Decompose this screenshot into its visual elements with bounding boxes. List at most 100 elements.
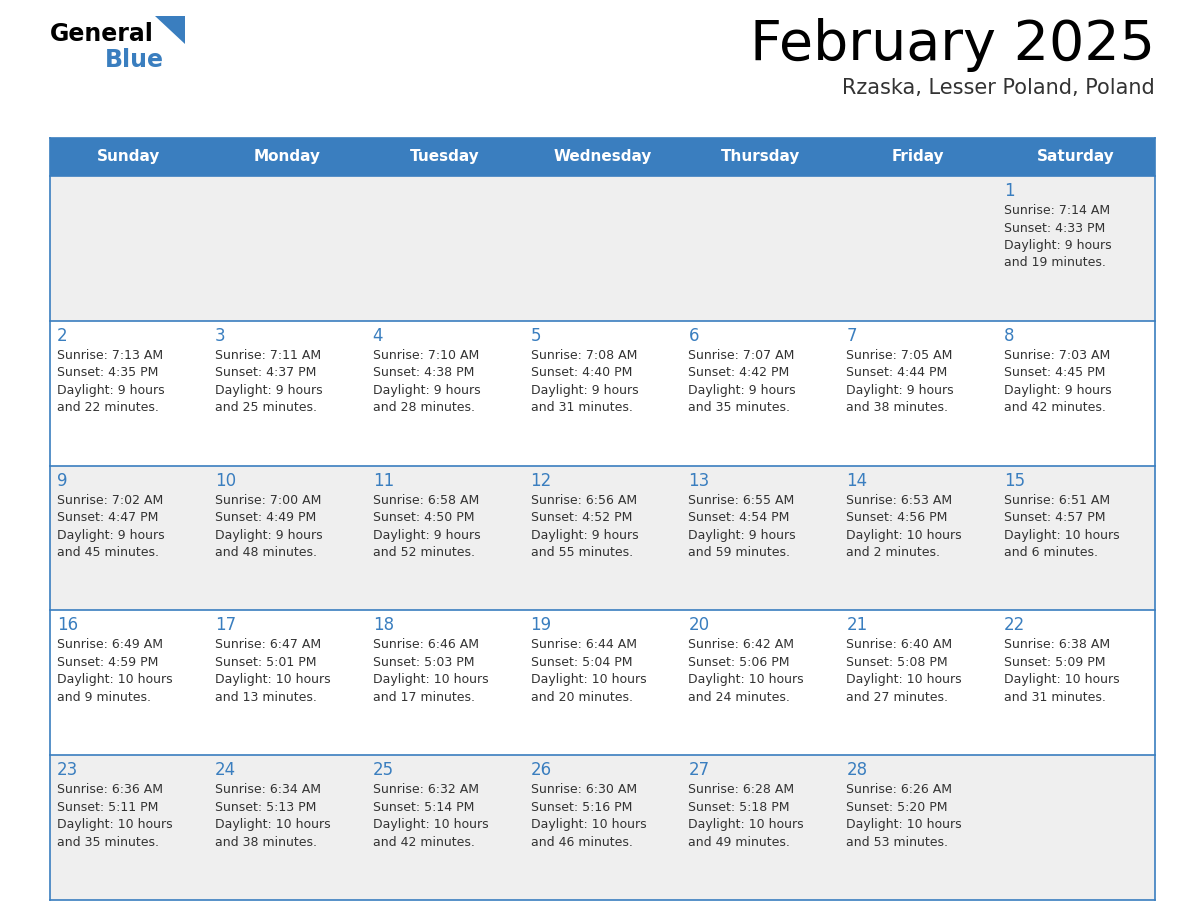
Text: 22: 22 xyxy=(1004,616,1025,634)
Text: Sunset: 4:37 PM: Sunset: 4:37 PM xyxy=(215,366,316,379)
Text: General: General xyxy=(50,22,154,46)
Bar xyxy=(50,176,1155,320)
Text: Sunset: 5:11 PM: Sunset: 5:11 PM xyxy=(57,800,158,813)
Text: 9: 9 xyxy=(57,472,68,489)
Text: and 38 minutes.: and 38 minutes. xyxy=(215,835,317,849)
Text: Sunset: 4:49 PM: Sunset: 4:49 PM xyxy=(215,511,316,524)
Text: and 19 minutes.: and 19 minutes. xyxy=(1004,256,1106,270)
Text: Daylight: 10 hours: Daylight: 10 hours xyxy=(688,674,804,687)
Text: and 2 minutes.: and 2 minutes. xyxy=(846,546,940,559)
Text: 17: 17 xyxy=(215,616,236,634)
Text: Sunset: 5:16 PM: Sunset: 5:16 PM xyxy=(531,800,632,813)
Text: 28: 28 xyxy=(846,761,867,779)
Text: Sunrise: 6:44 AM: Sunrise: 6:44 AM xyxy=(531,638,637,652)
Text: Daylight: 9 hours: Daylight: 9 hours xyxy=(215,529,322,542)
Text: Sunset: 4:47 PM: Sunset: 4:47 PM xyxy=(57,511,158,524)
Text: Sunset: 5:04 PM: Sunset: 5:04 PM xyxy=(531,655,632,669)
Text: 26: 26 xyxy=(531,761,551,779)
Text: Daylight: 9 hours: Daylight: 9 hours xyxy=(531,384,638,397)
Text: 5: 5 xyxy=(531,327,541,345)
Text: 24: 24 xyxy=(215,761,236,779)
Bar xyxy=(50,320,1155,465)
Text: February 2025: February 2025 xyxy=(750,18,1155,72)
Text: Saturday: Saturday xyxy=(1037,150,1116,164)
Text: Daylight: 9 hours: Daylight: 9 hours xyxy=(846,384,954,397)
Bar xyxy=(50,756,1155,900)
Text: Daylight: 10 hours: Daylight: 10 hours xyxy=(1004,674,1120,687)
Text: and 42 minutes.: and 42 minutes. xyxy=(1004,401,1106,414)
Text: Sunset: 4:52 PM: Sunset: 4:52 PM xyxy=(531,511,632,524)
Text: Daylight: 10 hours: Daylight: 10 hours xyxy=(1004,529,1120,542)
Text: Wednesday: Wednesday xyxy=(554,150,652,164)
Text: Sunrise: 7:03 AM: Sunrise: 7:03 AM xyxy=(1004,349,1111,362)
Text: Daylight: 10 hours: Daylight: 10 hours xyxy=(846,529,962,542)
Text: Monday: Monday xyxy=(253,150,321,164)
Text: Sunrise: 6:34 AM: Sunrise: 6:34 AM xyxy=(215,783,321,796)
Text: Sunset: 4:56 PM: Sunset: 4:56 PM xyxy=(846,511,948,524)
Text: Sunset: 4:54 PM: Sunset: 4:54 PM xyxy=(688,511,790,524)
Text: Sunset: 4:35 PM: Sunset: 4:35 PM xyxy=(57,366,158,379)
Text: and 35 minutes.: and 35 minutes. xyxy=(57,835,159,849)
Text: Sunrise: 6:49 AM: Sunrise: 6:49 AM xyxy=(57,638,163,652)
Text: Sunset: 4:50 PM: Sunset: 4:50 PM xyxy=(373,511,474,524)
Text: Sunrise: 7:14 AM: Sunrise: 7:14 AM xyxy=(1004,204,1111,217)
Text: Sunset: 5:14 PM: Sunset: 5:14 PM xyxy=(373,800,474,813)
Text: Sunrise: 6:53 AM: Sunrise: 6:53 AM xyxy=(846,494,953,507)
Text: Sunrise: 7:10 AM: Sunrise: 7:10 AM xyxy=(373,349,479,362)
Text: Daylight: 10 hours: Daylight: 10 hours xyxy=(57,818,172,831)
Text: Sunrise: 7:05 AM: Sunrise: 7:05 AM xyxy=(846,349,953,362)
Text: 15: 15 xyxy=(1004,472,1025,489)
Text: Daylight: 9 hours: Daylight: 9 hours xyxy=(57,384,165,397)
Text: and 27 minutes.: and 27 minutes. xyxy=(846,691,948,704)
Text: and 35 minutes.: and 35 minutes. xyxy=(688,401,790,414)
Text: Friday: Friday xyxy=(892,150,944,164)
Text: and 49 minutes.: and 49 minutes. xyxy=(688,835,790,849)
Text: Sunrise: 6:36 AM: Sunrise: 6:36 AM xyxy=(57,783,163,796)
Text: Sunrise: 6:38 AM: Sunrise: 6:38 AM xyxy=(1004,638,1111,652)
Text: Daylight: 10 hours: Daylight: 10 hours xyxy=(215,674,330,687)
Text: 18: 18 xyxy=(373,616,394,634)
Text: Daylight: 10 hours: Daylight: 10 hours xyxy=(531,674,646,687)
Text: 20: 20 xyxy=(688,616,709,634)
Text: Sunday: Sunday xyxy=(97,150,160,164)
Text: Daylight: 10 hours: Daylight: 10 hours xyxy=(215,818,330,831)
Bar xyxy=(50,610,1155,756)
Text: Sunrise: 7:00 AM: Sunrise: 7:00 AM xyxy=(215,494,321,507)
Text: 25: 25 xyxy=(373,761,394,779)
Text: Sunrise: 7:07 AM: Sunrise: 7:07 AM xyxy=(688,349,795,362)
Text: Sunset: 4:33 PM: Sunset: 4:33 PM xyxy=(1004,221,1105,234)
Text: and 53 minutes.: and 53 minutes. xyxy=(846,835,948,849)
Text: 21: 21 xyxy=(846,616,867,634)
Text: 11: 11 xyxy=(373,472,394,489)
Text: Daylight: 10 hours: Daylight: 10 hours xyxy=(373,674,488,687)
Text: Daylight: 10 hours: Daylight: 10 hours xyxy=(57,674,172,687)
Text: Sunset: 4:57 PM: Sunset: 4:57 PM xyxy=(1004,511,1106,524)
Text: and 45 minutes.: and 45 minutes. xyxy=(57,546,159,559)
Text: Sunrise: 6:26 AM: Sunrise: 6:26 AM xyxy=(846,783,953,796)
Text: Daylight: 10 hours: Daylight: 10 hours xyxy=(688,818,804,831)
Text: and 59 minutes.: and 59 minutes. xyxy=(688,546,790,559)
Text: Daylight: 9 hours: Daylight: 9 hours xyxy=(1004,384,1112,397)
Text: Daylight: 9 hours: Daylight: 9 hours xyxy=(1004,239,1112,252)
Text: and 22 minutes.: and 22 minutes. xyxy=(57,401,159,414)
Text: 27: 27 xyxy=(688,761,709,779)
Text: 16: 16 xyxy=(57,616,78,634)
Text: 4: 4 xyxy=(373,327,384,345)
Text: and 28 minutes.: and 28 minutes. xyxy=(373,401,475,414)
Text: Sunrise: 6:28 AM: Sunrise: 6:28 AM xyxy=(688,783,795,796)
Text: and 31 minutes.: and 31 minutes. xyxy=(531,401,632,414)
Text: Daylight: 9 hours: Daylight: 9 hours xyxy=(215,384,322,397)
Text: and 6 minutes.: and 6 minutes. xyxy=(1004,546,1098,559)
Text: Daylight: 9 hours: Daylight: 9 hours xyxy=(688,529,796,542)
Text: Rzaska, Lesser Poland, Poland: Rzaska, Lesser Poland, Poland xyxy=(842,78,1155,98)
Text: Sunrise: 6:55 AM: Sunrise: 6:55 AM xyxy=(688,494,795,507)
Text: 14: 14 xyxy=(846,472,867,489)
Text: and 9 minutes.: and 9 minutes. xyxy=(57,691,151,704)
Text: Sunset: 5:06 PM: Sunset: 5:06 PM xyxy=(688,655,790,669)
Text: Daylight: 9 hours: Daylight: 9 hours xyxy=(531,529,638,542)
Text: 3: 3 xyxy=(215,327,226,345)
Text: Sunset: 5:18 PM: Sunset: 5:18 PM xyxy=(688,800,790,813)
Text: Sunset: 4:38 PM: Sunset: 4:38 PM xyxy=(373,366,474,379)
Text: Sunrise: 6:51 AM: Sunrise: 6:51 AM xyxy=(1004,494,1111,507)
Text: Daylight: 9 hours: Daylight: 9 hours xyxy=(373,529,480,542)
